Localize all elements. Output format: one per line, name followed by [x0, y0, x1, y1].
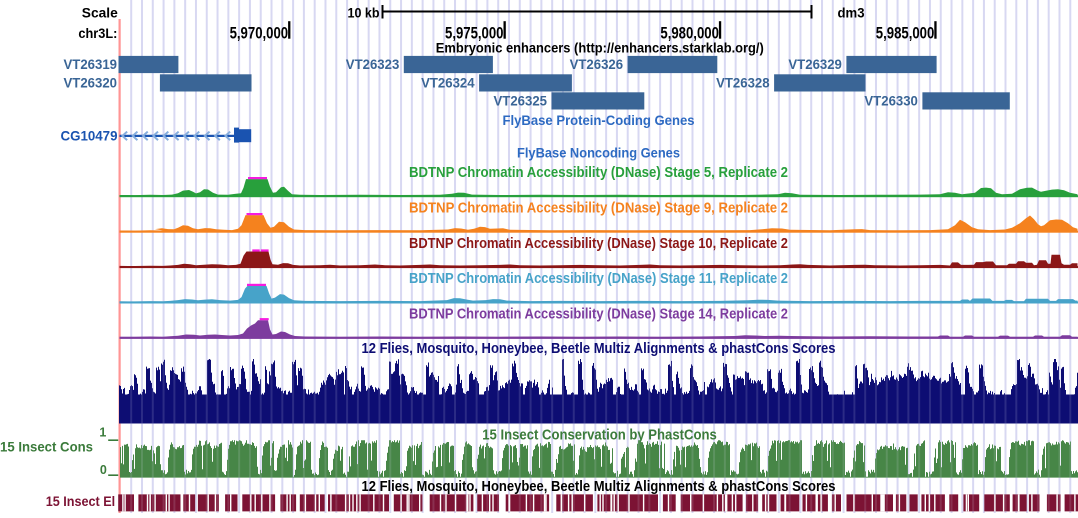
svg-text:10 kb: 10 kb	[348, 4, 380, 20]
svg-text:0: 0	[100, 463, 107, 477]
svg-text:BDTNP Chromatin Accessibility: BDTNP Chromatin Accessibility (DNase) St…	[409, 236, 788, 252]
svg-text:Embryonic enhancers (http://en: Embryonic enhancers (http://enhancers.st…	[436, 39, 764, 55]
svg-text:FlyBase Protein-Coding Genes: FlyBase Protein-Coding Genes	[503, 112, 695, 128]
svg-text:BDTNP Chromatin Accessibility: BDTNP Chromatin Accessibility (DNase) St…	[409, 200, 788, 216]
svg-text:VT26319: VT26319	[64, 56, 118, 72]
svg-text:BDTNP Chromatin Accessibility: BDTNP Chromatin Accessibility (DNase) St…	[409, 307, 788, 323]
svg-text:VT26326: VT26326	[570, 56, 624, 72]
svg-text:CG10479: CG10479	[61, 127, 118, 143]
svg-text:VT26320: VT26320	[64, 75, 118, 91]
svg-text:5,985,000: 5,985,000	[876, 23, 935, 42]
svg-text:BDTNP Chromatin Accessibility: BDTNP Chromatin Accessibility (DNase) St…	[409, 165, 788, 181]
svg-text:VT26323: VT26323	[346, 56, 400, 72]
svg-text:15 Insect El: 15 Insect El	[46, 493, 116, 509]
svg-text:5,970,000: 5,970,000	[230, 23, 289, 42]
svg-text:Scale: Scale	[82, 4, 118, 20]
svg-text:chr3L:: chr3L:	[78, 25, 117, 41]
svg-text:VT26325: VT26325	[494, 93, 548, 109]
svg-text:1: 1	[99, 426, 106, 440]
svg-text:dm3: dm3	[838, 4, 865, 20]
svg-text:12 Flies, Mosquito, Honeybee,: 12 Flies, Mosquito, Honeybee, Beetle Mul…	[362, 479, 836, 495]
svg-text:VT26330: VT26330	[864, 93, 918, 109]
svg-text:15 Insect Cons: 15 Insect Cons	[0, 439, 93, 455]
svg-text:BDTNP Chromatin Accessibility: BDTNP Chromatin Accessibility (DNase) St…	[409, 271, 788, 287]
svg-text:12 Flies, Mosquito, Honeybee,: 12 Flies, Mosquito, Honeybee, Beetle Mul…	[362, 341, 836, 357]
svg-text:VT26329: VT26329	[788, 56, 842, 72]
svg-text:FlyBase Noncoding Genes: FlyBase Noncoding Genes	[517, 144, 680, 160]
svg-text:VT26324: VT26324	[421, 75, 475, 91]
svg-text:VT26328: VT26328	[716, 75, 770, 91]
